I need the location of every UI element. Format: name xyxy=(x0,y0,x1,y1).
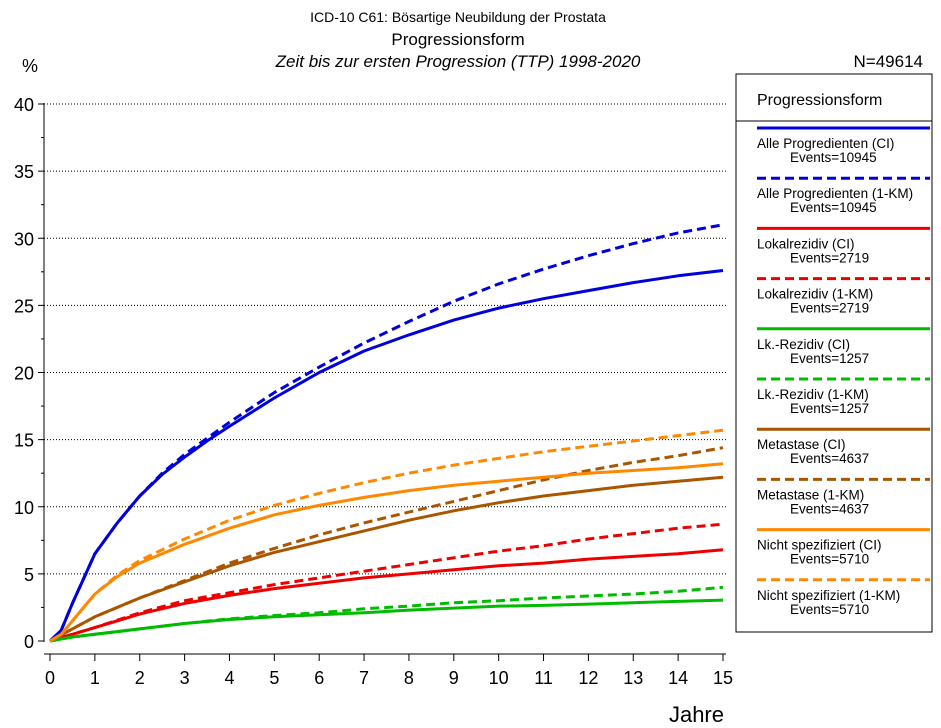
x-tick-label-6: 6 xyxy=(314,668,324,688)
legend-events-5: Events=1257 xyxy=(790,351,869,366)
series-line-7 xyxy=(49,475,724,643)
y-tick-label-0: 0 xyxy=(24,632,34,652)
legend-events-10: Events=5710 xyxy=(790,602,869,617)
series-lines xyxy=(48,223,724,643)
x-tick-label-11: 11 xyxy=(534,668,553,688)
legend: Progressionsform Alle Progredienten (CI)… xyxy=(735,73,933,633)
x-tick-label-5: 5 xyxy=(269,668,279,688)
x-tick-label-1: 1 xyxy=(90,668,100,688)
legend-label-3: Lokalrezidiv (CI) xyxy=(757,236,855,251)
legend-label-8: Metastase (1-KM) xyxy=(757,487,864,502)
series-line-9 xyxy=(49,462,724,643)
y-axis-label: % xyxy=(22,56,38,76)
y-tick-label-30: 30 xyxy=(14,229,34,249)
legend-events-3: Events=2719 xyxy=(790,250,869,265)
legend-items: Alle Progredienten (CI)Events=10945Alle … xyxy=(757,126,930,617)
legend-frame xyxy=(735,73,933,633)
sample-size-label: N=49614 xyxy=(854,52,923,71)
legend-events-4: Events=2719 xyxy=(790,301,869,316)
series-line-4 xyxy=(49,522,724,643)
legend-label-1: Alle Progredienten (CI) xyxy=(757,136,894,151)
x-tick-label-15: 15 xyxy=(713,668,733,688)
x-tick-label-12: 12 xyxy=(578,668,598,688)
legend-label-4: Lokalrezidiv (1-KM) xyxy=(757,287,873,302)
x-axis-label: Jahre xyxy=(669,702,724,727)
legend-label-6: Lk.-Rezidiv (1-KM) xyxy=(757,387,869,402)
legend-label-7: Metastase (CI) xyxy=(757,437,846,452)
series-line-8 xyxy=(49,446,724,643)
legend-label-2: Alle Progredienten (1-KM) xyxy=(757,186,913,201)
series-line-10 xyxy=(49,428,724,643)
y-tick-label-25: 25 xyxy=(14,296,34,316)
y-tick-label-35: 35 xyxy=(14,162,34,182)
y-tick-label-10: 10 xyxy=(14,498,34,518)
y-tick-label-20: 20 xyxy=(14,364,34,384)
legend-events-7: Events=4637 xyxy=(790,451,869,466)
legend-events-6: Events=1257 xyxy=(790,401,869,416)
chart-title-line1: ICD-10 C61: Bösartige Neubildung der Pro… xyxy=(310,9,606,25)
legend-title: Progressionsform xyxy=(757,92,882,109)
x-tick-label-13: 13 xyxy=(623,668,643,688)
y-tick-label-40: 40 xyxy=(14,95,34,115)
legend-label-5: Lk.-Rezidiv (CI) xyxy=(757,337,850,352)
x-tick-label-10: 10 xyxy=(489,668,509,688)
legend-events-2: Events=10945 xyxy=(790,200,877,215)
legend-events-1: Events=10945 xyxy=(790,150,877,165)
y-tick-label-15: 15 xyxy=(14,431,34,451)
x-tick-label-3: 3 xyxy=(180,668,190,688)
x-tick-label-14: 14 xyxy=(668,668,688,688)
x-tick-label-9: 9 xyxy=(449,668,459,688)
axes xyxy=(43,103,726,655)
x-tick-label-7: 7 xyxy=(359,668,369,688)
y-ticks: 0 5 10 15 20 25 30 35 40 xyxy=(14,95,44,652)
y-tick-label-5: 5 xyxy=(24,565,34,585)
x-tick-label-8: 8 xyxy=(404,668,414,688)
x-tick-label-4: 4 xyxy=(224,668,234,688)
x-ticks: 0 1 2 3 4 5 6 7 8 9 10 11 12 13 14 15 xyxy=(45,654,733,688)
x-tick-label-0: 0 xyxy=(45,668,55,688)
legend-events-9: Events=5710 xyxy=(790,552,869,567)
x-tick-label-2: 2 xyxy=(135,668,145,688)
series-line-1 xyxy=(48,269,724,643)
chart-subtitle: Zeit bis zur ersten Progression (TTP) 19… xyxy=(275,52,641,71)
legend-label-10: Nicht spezifiziert (1-KM) xyxy=(757,588,900,603)
series-line-6 xyxy=(49,585,724,643)
legend-label-9: Nicht spezifiziert (CI) xyxy=(757,538,882,553)
grid-lines xyxy=(44,103,726,575)
series-line-2 xyxy=(48,223,724,643)
chart-title-line2: Progressionsform xyxy=(391,30,524,49)
legend-events-8: Events=4637 xyxy=(790,501,869,516)
